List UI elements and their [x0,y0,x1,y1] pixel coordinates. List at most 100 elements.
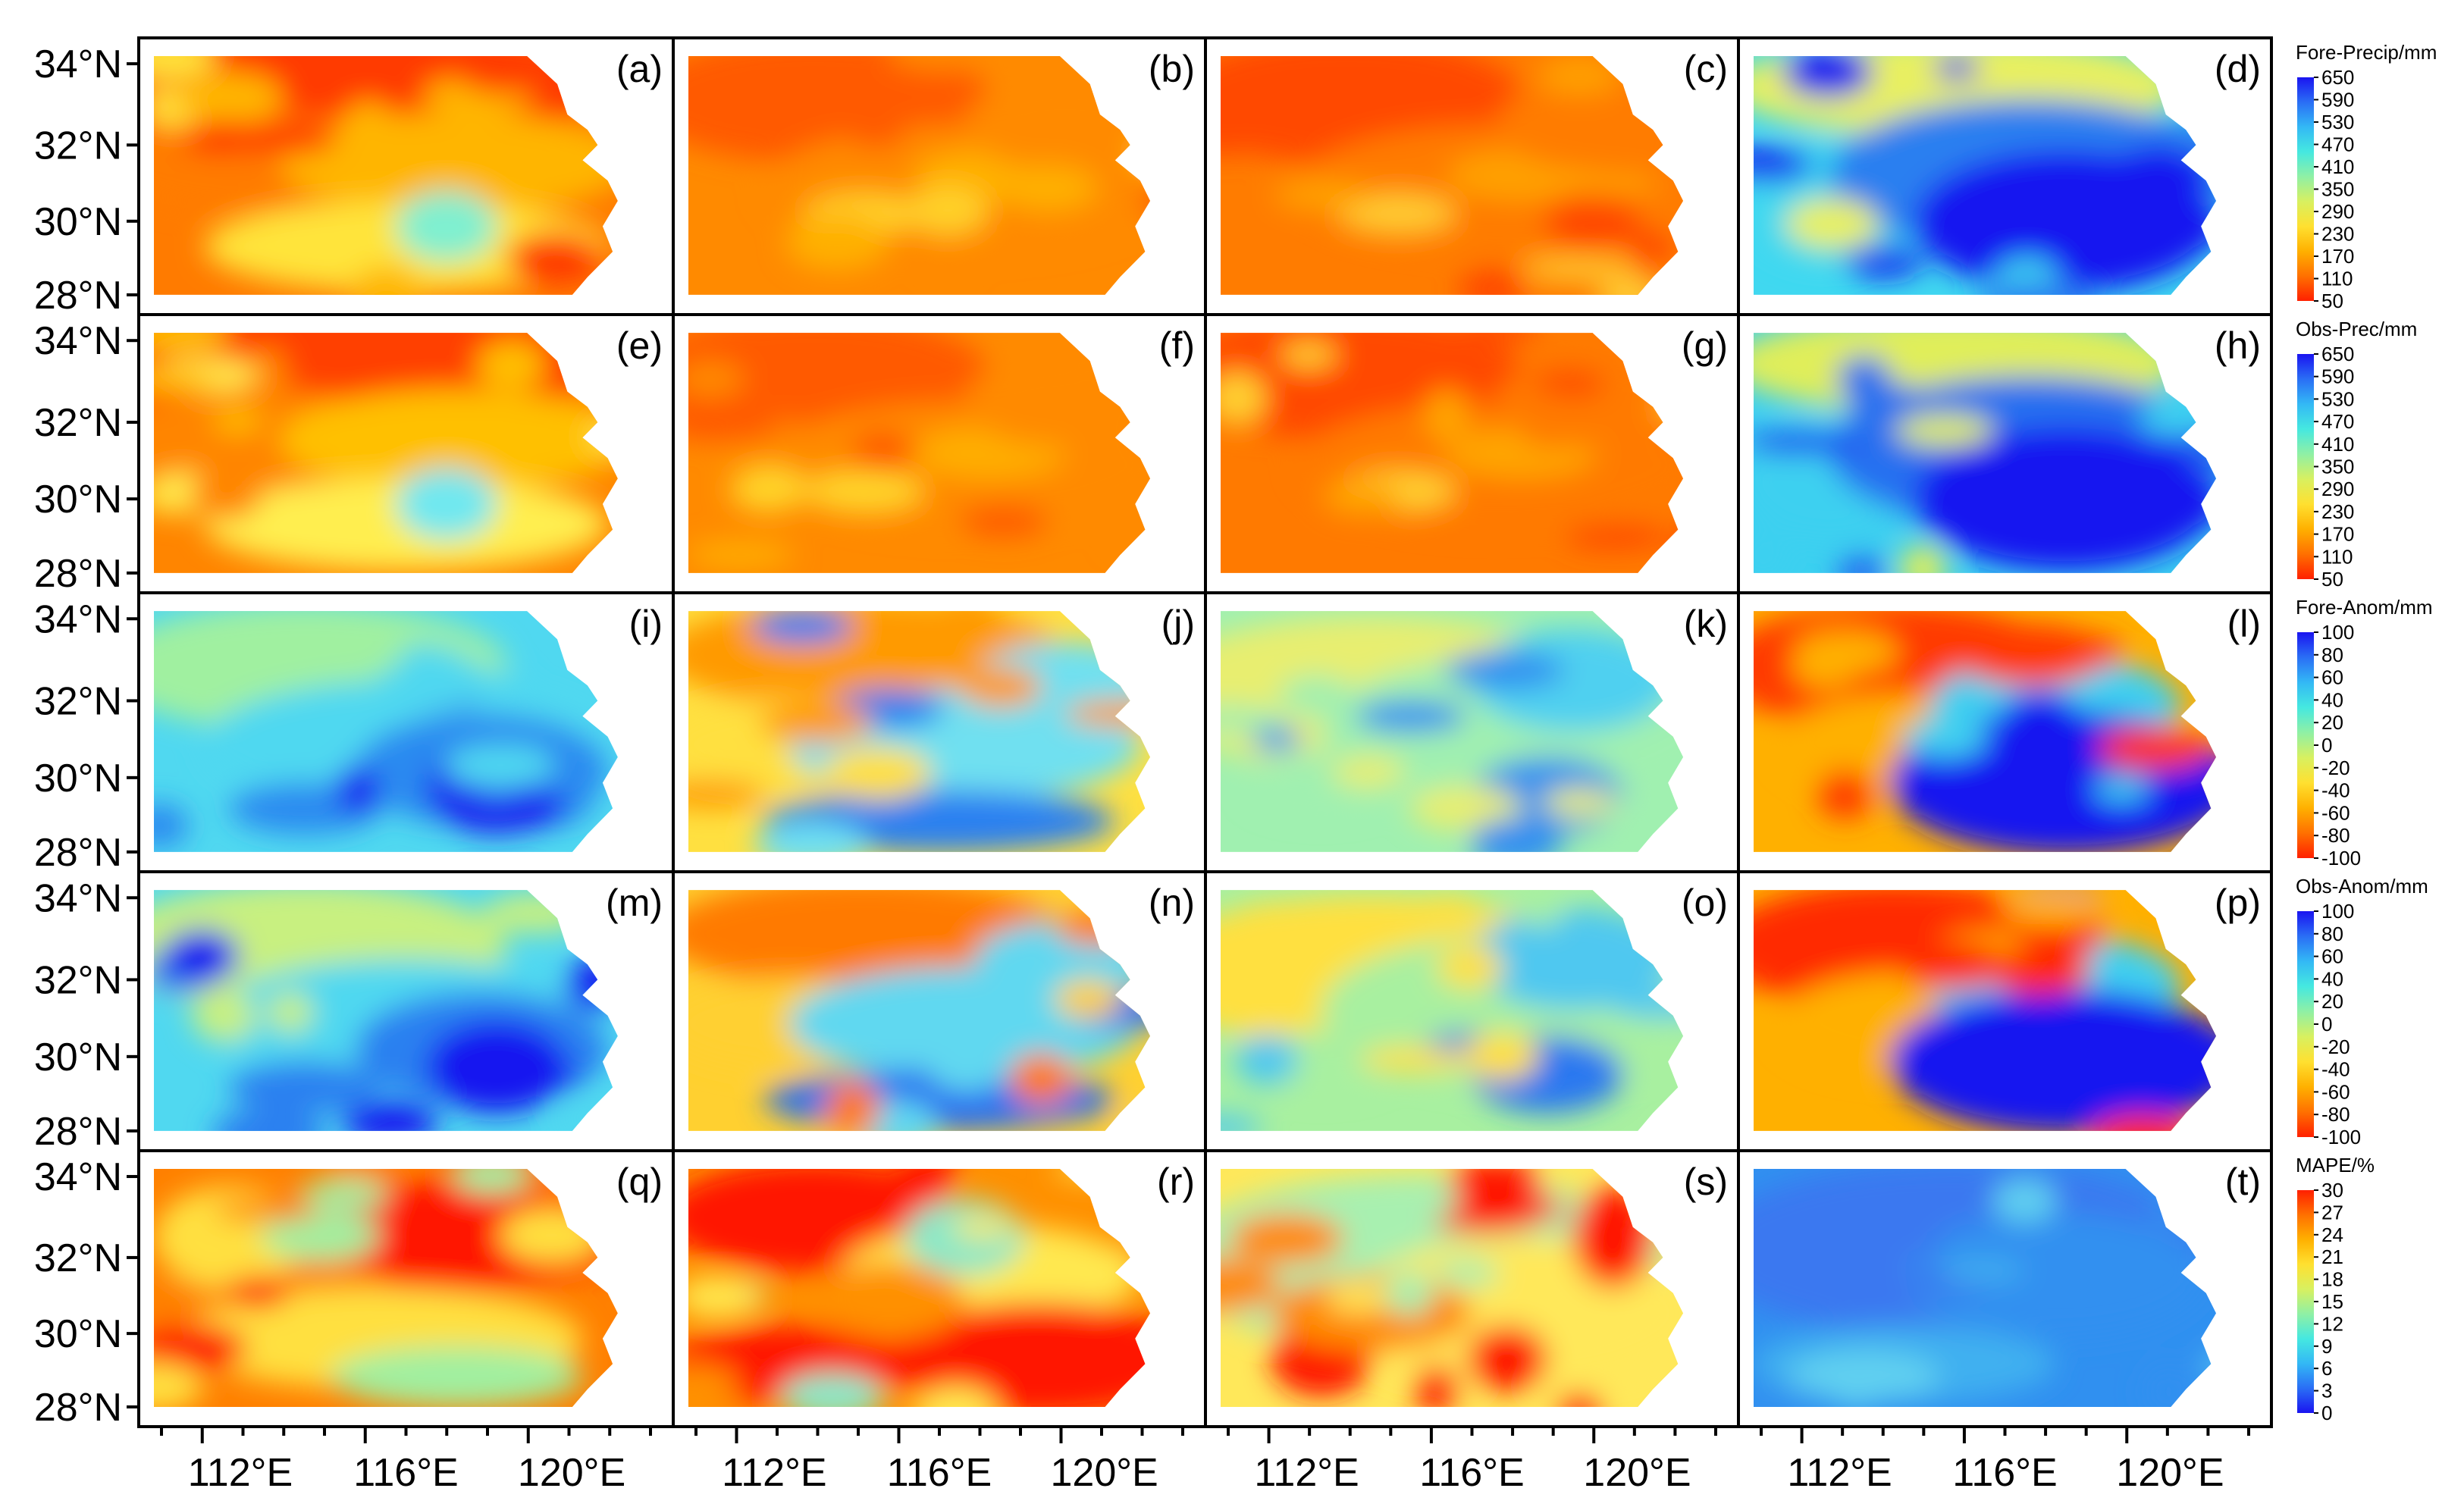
colorbar-tick-label: 350 [2321,178,2354,201]
field-blob [1844,246,1923,277]
field-blob [1979,280,2098,295]
colorbar-title: Fore-Precip/mm [2296,41,2437,64]
panel-label: (n) [1149,882,1195,924]
field-blob [335,766,380,813]
field-blob [330,1346,583,1407]
longitude-tick-label: 116°E [1419,1451,1524,1495]
field-blob [688,890,1065,990]
field-blob [350,267,424,295]
colorbar-tick-label: 50 [2321,290,2343,312]
field-blob [913,1386,999,1407]
colorbar-tick-label: 470 [2321,133,2354,156]
field-blob [851,431,913,471]
field-blob [923,229,974,277]
field-blob [1221,371,1267,425]
field-blob [964,79,1150,171]
field-blob [904,1199,1025,1276]
field-blob [2205,139,2216,174]
field-blob [754,822,870,852]
precipitation-field [688,890,1150,1131]
field-blob [1999,1018,2111,1057]
field-blob [1064,700,1150,727]
field-blob [1458,268,1528,295]
field-blob [1436,945,1504,989]
field-blob [493,786,567,829]
field-blob [244,346,289,400]
field-blob [1409,785,1522,831]
field-blob [1229,1213,1343,1265]
field-blob [1470,817,1561,852]
latitude-tick-label: 28°N [34,1386,122,1430]
field-blob [1672,520,1683,573]
colorbar-tick-label: -60 [2321,801,2350,824]
latitude-tick-label: 28°N [34,831,122,875]
map-panel-r: (r) [688,1161,1195,1407]
field-blob [163,929,240,982]
field-blob [888,56,1000,70]
latitude-tick-label: 34°N [34,1155,122,1199]
field-blob [2204,1351,2216,1380]
field-blob [267,992,314,1032]
colorbar-tick-label: 290 [2321,200,2354,223]
field-blob [1538,56,1622,96]
colorbar-tick-label: 24 [2321,1223,2343,1246]
panel-label: (d) [2215,48,2261,90]
field-blob [328,1169,413,1184]
field-blob [1563,174,1660,196]
field-blob [2171,478,2216,530]
colorbar-tick-label: 80 [2321,923,2343,945]
field-blob [2140,396,2215,437]
field-blob [341,1101,439,1131]
field-blob [453,56,560,95]
field-blob [1520,257,1638,281]
field-blob [2199,1035,2216,1088]
colorbar-tick-label: 3 [2321,1380,2332,1402]
panel-label: (t) [2225,1161,2261,1203]
map-panel-s: (s) [1221,1161,1728,1407]
longitude-tick-label: 112°E [1254,1451,1359,1495]
colorbar-gradient [2297,77,2314,301]
latitude-tick-label: 32°N [34,124,122,168]
field-blob [1221,1115,1262,1131]
field-blob [1836,356,1892,401]
field-blob [998,165,1098,211]
field-blob [1118,1104,1150,1131]
field-blob [1463,333,1539,340]
longitude-tick-label: 120°E [2116,1451,2224,1495]
longitude-tick-label: 112°E [722,1451,826,1495]
field-blob [1054,979,1122,1019]
map-panel-t: (t) [1754,1161,2261,1407]
colorbar-gradient [2297,911,2314,1137]
colorbar-tick-label: 9 [2321,1335,2332,1358]
colorbar-tick-label: 20 [2321,990,2343,1013]
map-panel-e: (e) [154,324,663,573]
field-blob [1419,894,1476,916]
map-panel-i: (i) [154,603,663,852]
colorbar-tick-label: 6 [2321,1357,2332,1380]
latitude-tick-label: 30°N [34,757,122,800]
panel-label: (a) [616,48,663,90]
field-blob [500,1208,603,1263]
latitude-tick-label: 34°N [34,319,122,363]
map-panel-q: (q) [154,1161,663,1407]
field-blob [280,389,618,491]
field-blob [1414,1365,1459,1407]
colorbars: Fore-Precip/mm65059053047041035029023017… [2296,41,2437,1424]
latitude-tick-label: 28°N [34,274,122,318]
panel-label: (l) [2227,603,2261,645]
colorbar-tick-label: 0 [2321,1402,2332,1424]
field-blob [959,666,1042,707]
field-blob [1837,553,1885,573]
field-blob [229,1061,381,1114]
field-blob [1934,57,1980,80]
field-blob [213,409,262,433]
latitude-tick-label: 30°N [34,1312,122,1356]
latitude-tick-label: 32°N [34,401,122,445]
field-blob [2110,145,2216,193]
longitude-tick-label: 116°E [887,1451,992,1495]
field-blob [729,466,807,512]
field-blob [1009,1052,1072,1104]
precipitation-field [688,56,1150,295]
colorbar-title: Obs-Anom/mm [2296,875,2428,898]
